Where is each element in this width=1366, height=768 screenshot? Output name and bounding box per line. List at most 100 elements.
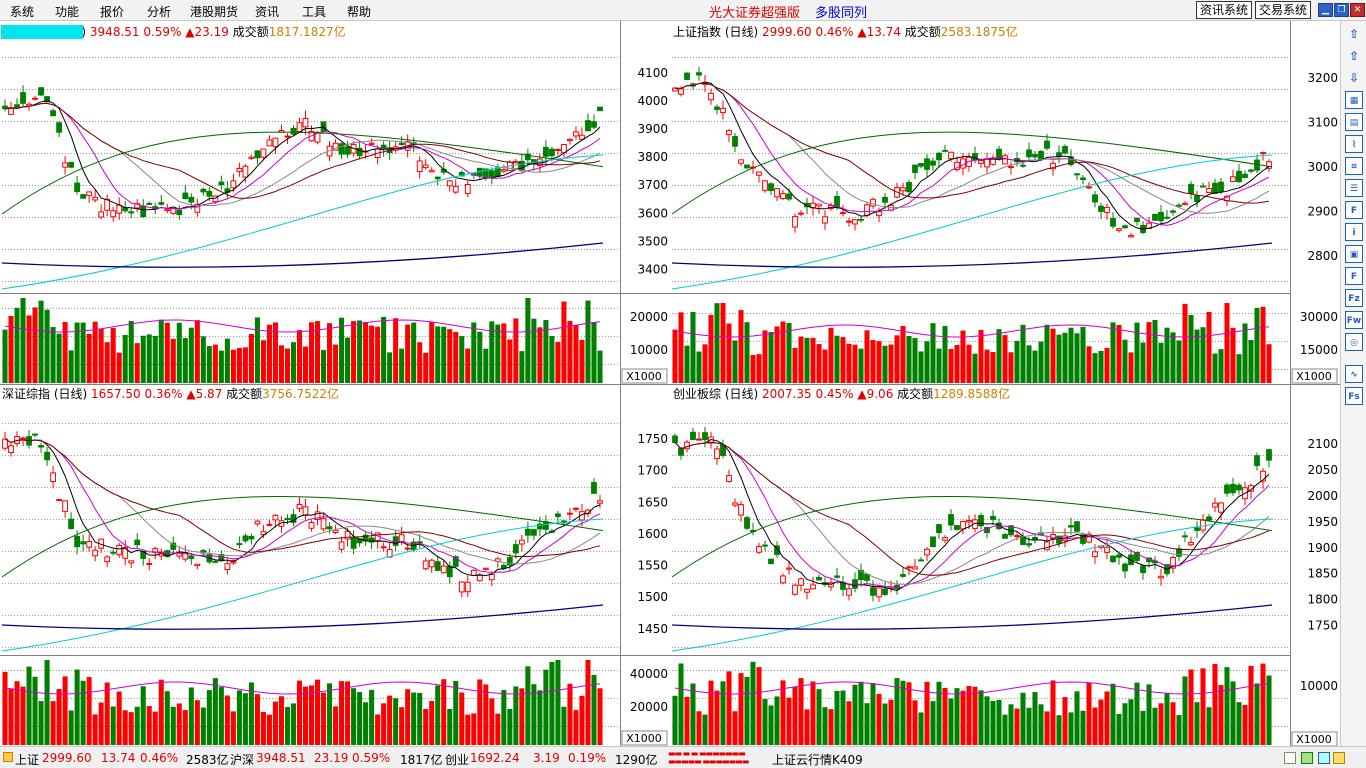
view-subtitle: 多股同列: [815, 6, 868, 21]
volume-unit-label: X1000: [626, 732, 662, 745]
volume-bar: [68, 350, 74, 383]
trade-system-button[interactable]: 交易系统: [1255, 1, 1312, 19]
candle-body: [864, 204, 870, 216]
menu-quote[interactable]: 报价: [100, 5, 125, 19]
volume-bar: [1092, 707, 1098, 745]
menu-tools[interactable]: 工具: [302, 5, 327, 19]
volume-bar: [459, 692, 465, 745]
list-icon[interactable]: ☰: [1345, 179, 1363, 197]
window-icon[interactable]: [1284, 752, 1296, 764]
volume-bar: [417, 342, 423, 383]
notes-icon[interactable]: ▣: [1345, 245, 1363, 263]
volume-bar: [1008, 704, 1014, 745]
candle-body: [296, 503, 303, 509]
right-price-tick-label: 1800: [1307, 593, 1338, 607]
volume-bar: [750, 661, 756, 745]
candle-body: [1104, 546, 1110, 553]
close-icon[interactable]: ✕: [1350, 3, 1365, 17]
candle-body: [494, 167, 501, 177]
volume-bar: [110, 327, 116, 383]
f1-icon[interactable]: F: [1345, 267, 1363, 285]
volume-bar: [1212, 663, 1218, 745]
candle-body: [122, 546, 129, 559]
circle-icon[interactable]: ◎: [1345, 333, 1363, 351]
candle-body: [864, 573, 870, 581]
candle-body: [422, 164, 429, 169]
candle-body: [912, 566, 918, 570]
volume-bar: [1050, 328, 1056, 383]
candle-body: [434, 176, 441, 180]
candle-body: [573, 507, 579, 510]
ma5-line: [4, 100, 601, 211]
candle-body: [512, 544, 519, 554]
down-outline-arrow-icon[interactable]: ⇩: [1348, 71, 1360, 85]
candle-body: [708, 92, 714, 101]
volume-bar: [912, 700, 918, 745]
restore-icon[interactable]: ❐: [1334, 3, 1349, 17]
index-name: 深证综指 (日线): [2, 386, 87, 401]
fs-icon[interactable]: Fs: [1345, 387, 1363, 405]
fw-icon[interactable]: Fw: [1345, 311, 1363, 329]
minimize-icon[interactable]: ▁: [1318, 3, 1333, 17]
candle-body: [1092, 194, 1098, 203]
candle-body: [344, 146, 351, 155]
wave-icon[interactable]: ∿: [1345, 365, 1363, 383]
news-system-button[interactable]: 资讯系统: [1196, 1, 1253, 19]
f10-icon[interactable]: F: [1345, 201, 1363, 219]
up-arrow-icon[interactable]: ⇧: [1348, 27, 1360, 41]
volume-bar: [1224, 303, 1230, 383]
menu-function[interactable]: 功能: [55, 5, 80, 19]
candle-body: [1134, 217, 1140, 223]
candle-body: [368, 142, 375, 145]
candle-body: [116, 544, 123, 556]
volume-bar: [242, 347, 248, 383]
candle-body: [62, 162, 69, 168]
index-name: 上证指数 (日线): [673, 24, 758, 39]
volume-bar: [92, 714, 98, 745]
menu-news[interactable]: 资讯: [255, 5, 280, 19]
volume-bar: [786, 322, 792, 383]
menu-system[interactable]: 系统: [10, 5, 35, 19]
help-icon[interactable]: [1301, 752, 1313, 764]
candle-body: [278, 520, 285, 527]
candle-body: [876, 587, 882, 598]
candle-body: [756, 545, 762, 553]
up-outline-arrow-icon[interactable]: ⇧: [1348, 49, 1360, 63]
price-tick-label: 4100: [637, 66, 668, 80]
volume-bar: [1176, 715, 1182, 745]
candle-body: [50, 472, 56, 482]
candle-body: [684, 72, 690, 80]
volume-bar: [351, 321, 357, 383]
volume-bar: [1266, 344, 1272, 383]
volume-bar: [26, 315, 32, 383]
line-chart-icon[interactable]: ⌇: [1345, 135, 1363, 153]
volume-bar: [1194, 329, 1200, 383]
volume-bar: [1218, 349, 1224, 383]
menu-hk-futures[interactable]: 港股期货: [190, 5, 239, 19]
volume-bar: [38, 701, 44, 745]
candle-body: [1050, 162, 1056, 170]
fz-icon[interactable]: Fz: [1345, 289, 1363, 307]
candle-body: [176, 209, 183, 216]
price-tick-label: 3400: [637, 262, 668, 276]
menu-analysis[interactable]: 分析: [147, 5, 172, 19]
menu-help[interactable]: 帮助: [347, 5, 372, 19]
lock-icon[interactable]: [1333, 752, 1345, 764]
candle-body: [1200, 519, 1206, 531]
candlestick-icon[interactable]: ⌗: [1345, 157, 1363, 175]
volume-bar: [900, 680, 906, 745]
volume-bar: [453, 331, 459, 383]
volume-bar: [122, 710, 128, 745]
candle-body: [56, 499, 62, 502]
info-icon[interactable]: i: [1345, 223, 1363, 241]
market-icon[interactable]: [3, 752, 13, 762]
volume-bar: [357, 320, 363, 383]
grid-icon[interactable]: ▤: [1345, 113, 1363, 131]
status-sh-change: 13.74: [101, 751, 136, 765]
network-icon[interactable]: [1318, 752, 1330, 764]
candle-body: [714, 106, 720, 110]
candle-body: [1020, 164, 1026, 167]
volume-bar: [984, 349, 990, 383]
volume-bar: [960, 690, 966, 745]
news-icon[interactable]: ▦: [1345, 91, 1363, 109]
